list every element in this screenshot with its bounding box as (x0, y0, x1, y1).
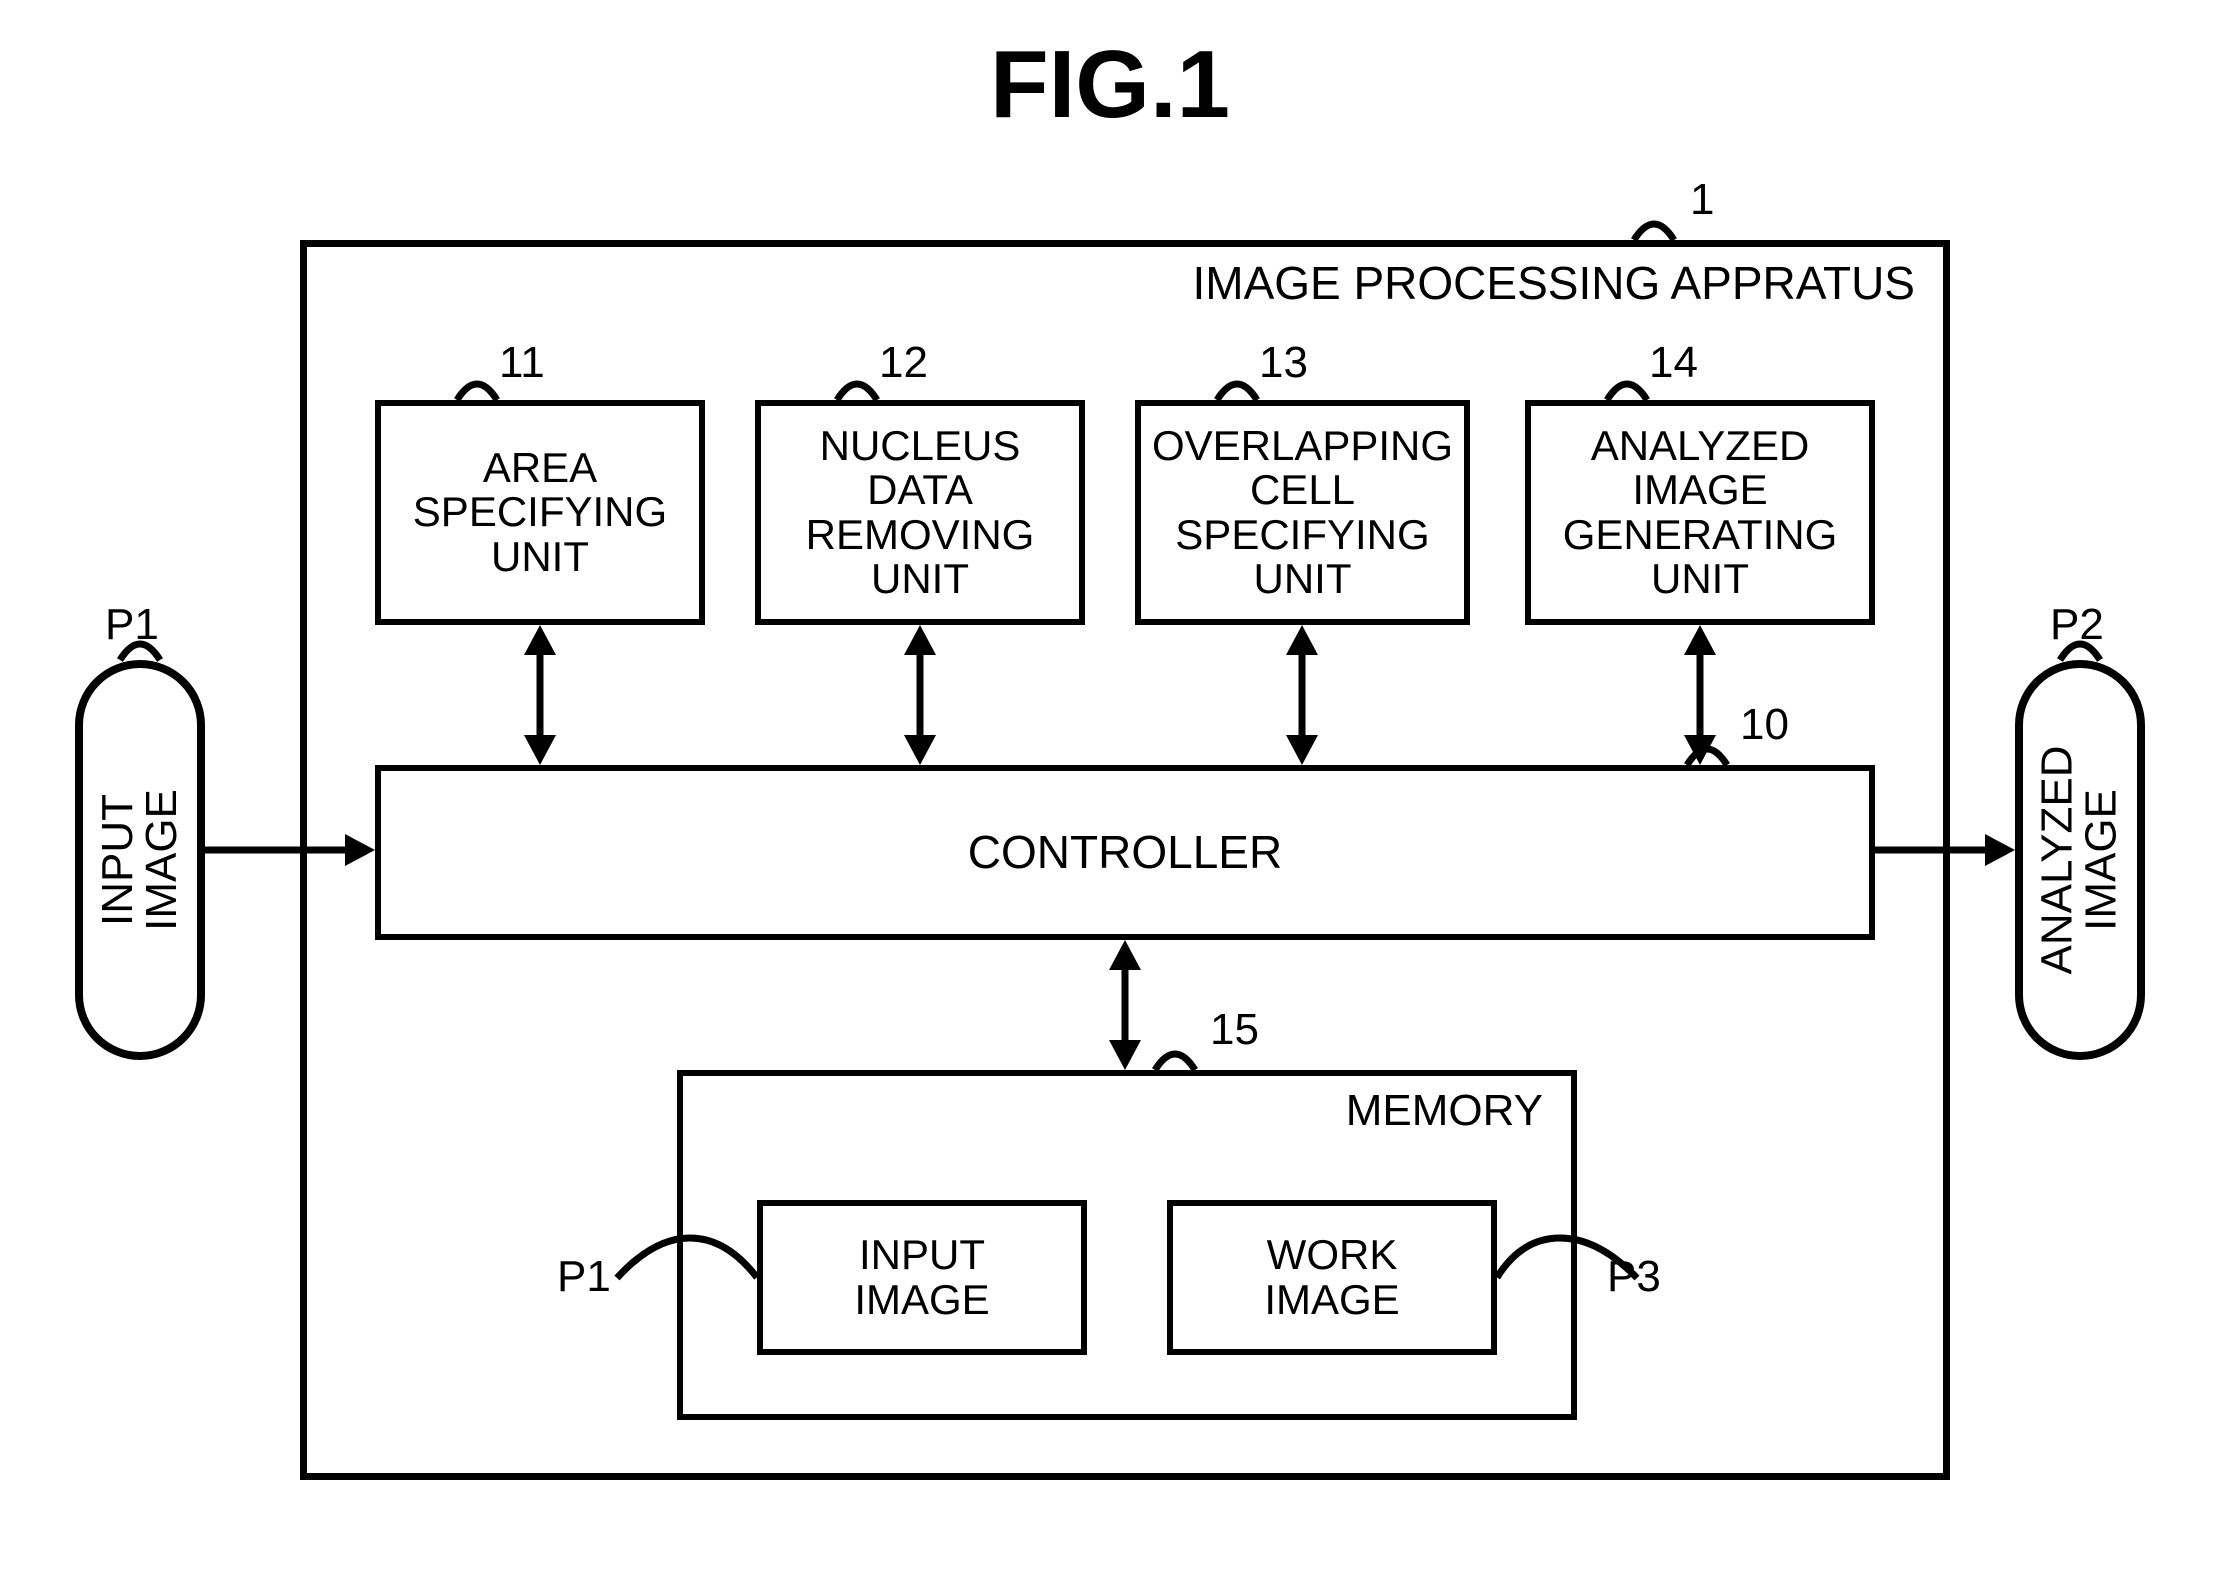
memory-title: MEMORY (1346, 1088, 1543, 1134)
memory-input-image-line: INPUT (859, 1233, 985, 1277)
analyzed-image-generating-unit: ANALYZEDIMAGEGENERATINGUNIT (1525, 400, 1875, 625)
input-image-pill-line: IMAGE (140, 789, 184, 931)
area-specifying-unit-line: AREA (483, 446, 597, 490)
figure-title: FIG.1 (920, 30, 1300, 140)
memory-work-image-ref: P3 (1607, 1252, 1661, 1302)
area-specifying-unit-line: SPECIFYING (413, 490, 667, 534)
overlapping-cell-specifying-unit-line: SPECIFYING (1175, 513, 1429, 557)
apparatus-title: IMAGE PROCESSING APPRATUS (1192, 259, 1915, 307)
nucleus-data-removing-unit-line: NUCLEUS (820, 424, 1021, 468)
memory-ref: 15 (1210, 1005, 1259, 1055)
input-image-pill: INPUTIMAGE (75, 660, 205, 1060)
overlapping-cell-specifying-unit-line: UNIT (1254, 557, 1352, 601)
analyzed-image-pill: ANALYZEDIMAGE (2015, 660, 2145, 1060)
overlapping-cell-specifying-unit-ref: 13 (1259, 338, 1308, 388)
memory-input-image-ref: P1 (557, 1252, 611, 1302)
memory-work-image-line: IMAGE (1264, 1278, 1399, 1322)
nucleus-data-removing-unit: NUCLEUSDATAREMOVINGUNIT (755, 400, 1085, 625)
nucleus-data-removing-unit-line: UNIT (871, 557, 969, 601)
nucleus-data-removing-unit-ref: 12 (879, 338, 928, 388)
memory-input-image-line: IMAGE (854, 1278, 989, 1322)
apparatus-ref: 1 (1690, 175, 1714, 225)
input-image-pill-text: INPUTIMAGE (96, 789, 184, 931)
analyzed-image-pill-ref: P2 (2050, 600, 2104, 650)
input-image-pill-ref: P1 (105, 600, 159, 650)
area-specifying-unit-ref: 11 (499, 338, 545, 388)
analyzed-image-pill-line: IMAGE (2080, 745, 2124, 974)
area-specifying-unit-line: UNIT (491, 535, 589, 579)
memory-input-image: INPUTIMAGE (757, 1200, 1087, 1355)
overlapping-cell-specifying-unit-line: OVERLAPPING (1152, 424, 1453, 468)
analyzed-image-generating-unit-ref: 14 (1649, 338, 1698, 388)
analyzed-image-pill-text: ANALYZEDIMAGE (2036, 745, 2124, 974)
controller-label: CONTROLLER (968, 828, 1282, 876)
analyzed-image-generating-unit-line: UNIT (1651, 557, 1749, 601)
analyzed-image-pill-line: ANALYZED (2036, 745, 2080, 974)
nucleus-data-removing-unit-line: REMOVING (806, 513, 1035, 557)
input-image-pill-line: INPUT (96, 789, 140, 931)
nucleus-data-removing-unit-line: DATA (867, 468, 973, 512)
memory-work-image: WORKIMAGE (1167, 1200, 1497, 1355)
analyzed-image-generating-unit-line: IMAGE (1632, 468, 1767, 512)
memory-work-image-line: WORK (1267, 1233, 1398, 1277)
overlapping-cell-specifying-unit: OVERLAPPINGCELLSPECIFYINGUNIT (1135, 400, 1470, 625)
area-specifying-unit: AREASPECIFYINGUNIT (375, 400, 705, 625)
controller-box: CONTROLLER (375, 765, 1875, 940)
analyzed-image-generating-unit-line: ANALYZED (1591, 424, 1810, 468)
analyzed-image-generating-unit-line: GENERATING (1563, 513, 1838, 557)
controller-ref: 10 (1740, 700, 1789, 750)
overlapping-cell-specifying-unit-line: CELL (1250, 468, 1355, 512)
